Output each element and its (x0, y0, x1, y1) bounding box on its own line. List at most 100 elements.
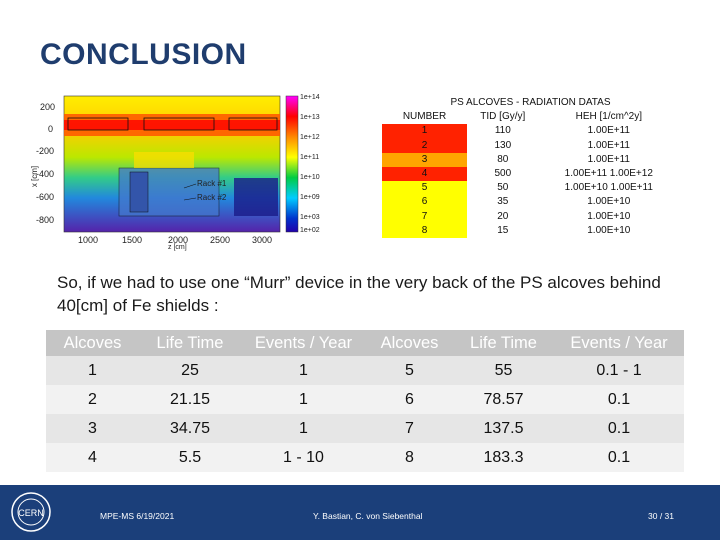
radiation-header-heh: HEH [1/cm^2y] (575, 111, 642, 123)
heh-cell: 1.00E+11 1.00E+12 (564, 168, 653, 180)
sim-annotation: Rack #2 (197, 193, 227, 202)
colorbar-tick: 1e+02 (300, 227, 320, 234)
table-row: 2 21.15 1 6 78.57 0.1 (46, 385, 684, 414)
radiation-row: 6 35 1.00E+10 (382, 195, 679, 210)
tid-cell: 80 (497, 153, 509, 165)
table-cell: 183.3 (453, 443, 554, 472)
footer-page-number: 30 / 31 (648, 511, 674, 521)
colorbar-tick: 1e+12 (300, 134, 320, 141)
table-cell: 0.1 (554, 443, 684, 472)
radiation-header-tid: TID [Gy/y] (480, 111, 526, 123)
radiation-row: 2 130 1.00E+11 (382, 138, 679, 153)
heh-cell: 1.00E+11 (587, 125, 630, 137)
table-cell: 2 (46, 385, 139, 414)
radiation-row: 8 15 1.00E+10 (382, 223, 679, 239)
sim-y-axis-label: x [cm] (30, 165, 40, 188)
sim-x-tick: 2500 (210, 235, 231, 245)
conclusion-paragraph: So, if we had to use one “Murr” device i… (57, 273, 661, 315)
sim-x-tick: 1000 (78, 235, 99, 245)
heh-cell: 1.00E+10 (587, 224, 631, 236)
cern-logo-icon: CERN (11, 492, 51, 532)
alcove-number-cell: 3 (382, 152, 467, 168)
radiation-row: 3 80 1.00E+11 (382, 152, 679, 168)
alcove-number-cell: 4 (382, 167, 467, 182)
radiation-header-number: NUMBER (402, 111, 447, 123)
table-cell: 0.1 (554, 385, 684, 414)
radiation-row: 7 20 1.00E+10 (382, 209, 679, 224)
sim-annotation: Rack #1 (197, 179, 227, 188)
radiation-row: 1 110 1.00E+11 (382, 124, 679, 139)
heh-cell: 1.00E+10 1.00E+11 (564, 182, 653, 194)
header-alcoves: Alcoves (366, 330, 453, 356)
table-row: 3 34.75 1 7 137.5 0.1 (46, 414, 684, 443)
heh-cell: 1.00E+10 (587, 210, 631, 222)
tid-cell: 50 (497, 182, 509, 194)
table-cell: 78.57 (453, 385, 554, 414)
tid-cell: 15 (497, 224, 509, 236)
table-cell: 0.1 - 1 (554, 356, 684, 385)
tid-cell: 130 (494, 139, 512, 151)
header-life-time: Life Time (139, 330, 241, 356)
table-row: 4 5.5 1 - 10 8 183.3 0.1 (46, 443, 684, 472)
sim-x-tick: 3000 (252, 235, 273, 245)
alcove-number-cell: 7 (382, 209, 467, 224)
lifetime-table: Alcoves Life Time Events / Year Alcoves … (46, 330, 684, 472)
sim-y-tick: -200 (36, 146, 55, 156)
footer-bar: CERN MPE-MS 6/19/2021 Y. Bastian, C. von… (0, 485, 720, 540)
alcove-number-cell: 6 (382, 195, 467, 210)
header-alcoves: Alcoves (46, 330, 139, 356)
table-cell: 5 (366, 356, 453, 385)
lifetime-header-row: Alcoves Life Time Events / Year Alcoves … (46, 330, 684, 356)
alcove-number-cell: 5 (382, 181, 467, 196)
table-cell: 7 (366, 414, 453, 443)
table-cell: 1 (241, 356, 366, 385)
colorbar-tick: 1e+11 (300, 154, 320, 161)
simulation-heatmap-graphic (63, 95, 299, 233)
table-row: 1 25 1 5 55 0.1 - 1 (46, 356, 684, 385)
alcove-number-cell: 2 (382, 138, 467, 153)
table-cell: 8 (366, 443, 453, 472)
sim-y-tick: 200 (40, 102, 56, 112)
heh-cell: 1.00E+11 (587, 153, 630, 165)
sim-x-tick: 2000 (168, 235, 189, 245)
sim-y-tick: -600 (36, 192, 55, 202)
radiation-data-table: PS ALCOVES - RADIATION DATAS NUMBER TID … (382, 96, 679, 239)
table-cell: 25 (139, 356, 241, 385)
tid-cell: 110 (494, 125, 511, 137)
table-cell: 3 (46, 414, 139, 443)
alcove-number-cell: 8 (382, 223, 467, 239)
header-events-per-year: Events / Year (554, 330, 684, 356)
colorbar-tick: 1e+10 (300, 174, 320, 181)
tid-cell: 35 (497, 196, 509, 208)
table-cell: 1 - 10 (241, 443, 366, 472)
table-cell: 55 (453, 356, 554, 385)
cern-logo-text: CERN (18, 508, 44, 518)
sim-y-tick: -400 (36, 169, 55, 179)
tid-cell: 20 (497, 210, 509, 222)
heh-cell: 1.00E+10 (587, 196, 631, 208)
radiation-row: 5 50 1.00E+10 1.00E+11 (382, 181, 679, 196)
table-cell: 5.5 (139, 443, 241, 472)
colorbar-tick: 1e+14 (300, 94, 320, 101)
slide-title: CONCLUSION (40, 38, 247, 71)
sim-y-tick: 0 (48, 124, 54, 134)
radiation-table-title: PS ALCOVES - RADIATION DATAS (450, 97, 611, 108)
table-cell: 0.1 (554, 414, 684, 443)
table-cell: 21.15 (139, 385, 241, 414)
table-cell: 6 (366, 385, 453, 414)
header-events-per-year: Events / Year (241, 330, 366, 356)
radiation-simulation-map: 200 0 -200 -400 -600 -800 x [cm] 1000 15… (30, 92, 320, 251)
header-life-time: Life Time (453, 330, 554, 356)
table-cell: 1 (241, 385, 366, 414)
heh-cell: 1.00E+11 (587, 139, 630, 151)
table-cell: 34.75 (139, 414, 241, 443)
table-cell: 1 (46, 356, 139, 385)
footer-authors: Y. Bastian, C. von Siebenthal (313, 511, 423, 521)
sim-x-axis-label: z [cm] (168, 244, 187, 251)
table-cell: 4 (46, 443, 139, 472)
colorbar-tick: 1e+13 (300, 114, 320, 121)
colorbar-tick: 1e+09 (300, 194, 320, 201)
alcove-number-cell: 1 (382, 124, 467, 139)
radiation-row: 4 500 1.00E+11 1.00E+12 (382, 167, 679, 182)
table-cell: 1 (241, 414, 366, 443)
